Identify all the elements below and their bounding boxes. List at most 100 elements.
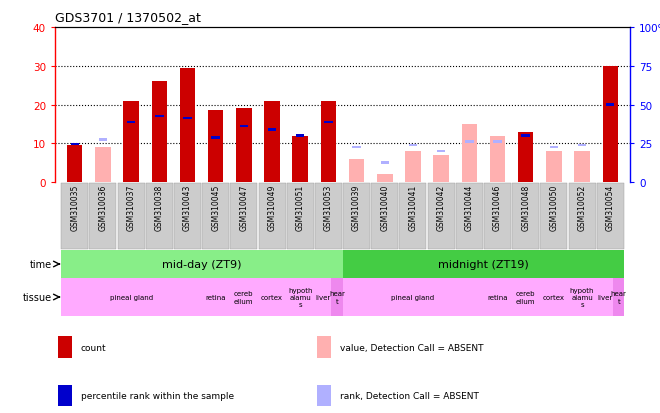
Bar (230, 278, 258, 316)
Bar (405, 152, 420, 183)
Text: rank, Detection Call = ABSENT: rank, Detection Call = ABSENT (340, 391, 478, 400)
Bar (546, 152, 562, 183)
Text: mid-day (ZT9): mid-day (ZT9) (162, 259, 242, 269)
Bar (95, 148, 111, 183)
Bar (613, 278, 624, 316)
FancyBboxPatch shape (230, 183, 257, 250)
Bar (180, 69, 195, 183)
Text: GSM310035: GSM310035 (70, 185, 79, 231)
Bar (331, 278, 343, 316)
Text: GSM310043: GSM310043 (183, 185, 192, 231)
Text: GSM310048: GSM310048 (521, 185, 530, 231)
Bar (512, 278, 540, 316)
FancyBboxPatch shape (568, 183, 595, 250)
FancyBboxPatch shape (541, 183, 568, 250)
Bar (183, 118, 191, 120)
Bar (483, 278, 512, 316)
FancyBboxPatch shape (89, 183, 116, 250)
Text: percentile rank within the sample: percentile rank within the sample (81, 391, 234, 400)
FancyBboxPatch shape (456, 183, 483, 250)
Bar (578, 145, 586, 147)
Bar (518, 132, 533, 183)
Bar (317, 337, 331, 358)
Text: GSM310051: GSM310051 (296, 185, 305, 231)
Text: GSM310045: GSM310045 (211, 185, 220, 231)
Bar (540, 278, 568, 316)
FancyBboxPatch shape (428, 183, 455, 250)
Bar (381, 162, 389, 164)
Bar (71, 143, 79, 146)
Text: GSM310053: GSM310053 (324, 185, 333, 231)
Bar (292, 136, 308, 183)
Bar (127, 121, 135, 124)
Text: GSM310037: GSM310037 (127, 185, 135, 231)
FancyBboxPatch shape (315, 183, 342, 250)
Text: tissue: tissue (22, 292, 51, 302)
Text: hypoth
alamu
s: hypoth alamu s (570, 287, 595, 307)
Text: GDS3701 / 1370502_at: GDS3701 / 1370502_at (55, 11, 201, 24)
Bar (434, 156, 449, 183)
Bar (343, 250, 624, 278)
FancyBboxPatch shape (117, 183, 145, 250)
Bar (343, 278, 483, 316)
Bar (521, 135, 530, 138)
Bar (240, 125, 248, 128)
Text: GSM310044: GSM310044 (465, 185, 474, 231)
FancyBboxPatch shape (597, 183, 624, 250)
Text: GSM310054: GSM310054 (606, 185, 614, 231)
Bar (321, 101, 336, 183)
FancyBboxPatch shape (174, 183, 201, 250)
Text: GSM310039: GSM310039 (352, 185, 361, 231)
Text: value, Detection Call = ABSENT: value, Detection Call = ABSENT (340, 343, 483, 352)
Text: GSM310036: GSM310036 (98, 185, 108, 231)
Bar (155, 116, 164, 118)
Bar (296, 135, 304, 138)
Bar (377, 175, 393, 183)
Text: GSM310049: GSM310049 (267, 185, 277, 231)
Text: pineal gland: pineal gland (110, 294, 152, 300)
Bar (58, 385, 72, 406)
Bar (317, 385, 331, 406)
Text: retina: retina (487, 294, 508, 300)
Bar (568, 278, 596, 316)
Bar (123, 101, 139, 183)
Bar (201, 278, 230, 316)
Bar (208, 111, 224, 183)
FancyBboxPatch shape (286, 183, 314, 250)
Text: time: time (30, 259, 51, 269)
Text: GSM310052: GSM310052 (578, 185, 587, 231)
Bar (286, 278, 314, 316)
Bar (258, 278, 286, 316)
FancyBboxPatch shape (61, 183, 88, 250)
Bar (550, 147, 558, 149)
Bar (314, 278, 331, 316)
Bar (352, 147, 361, 149)
Bar (603, 66, 618, 183)
Text: GSM310050: GSM310050 (549, 185, 558, 231)
Bar (490, 136, 506, 183)
Text: GSM310042: GSM310042 (437, 185, 446, 231)
Text: hear
t: hear t (329, 291, 345, 304)
Bar (61, 250, 343, 278)
Bar (461, 125, 477, 183)
Text: midnight (ZT19): midnight (ZT19) (438, 259, 529, 269)
Text: cereb
ellum: cereb ellum (234, 291, 253, 304)
Text: liver: liver (597, 294, 612, 300)
Text: cortex: cortex (543, 294, 565, 300)
FancyBboxPatch shape (146, 183, 173, 250)
Bar (99, 139, 107, 141)
FancyBboxPatch shape (202, 183, 229, 250)
Bar (264, 101, 280, 183)
FancyBboxPatch shape (343, 183, 370, 250)
Bar (574, 152, 590, 183)
Bar (268, 129, 277, 132)
Bar (152, 82, 167, 183)
Text: hear
t: hear t (610, 291, 626, 304)
Text: count: count (81, 343, 106, 352)
Text: pineal gland: pineal gland (391, 294, 434, 300)
Text: cortex: cortex (261, 294, 283, 300)
FancyBboxPatch shape (399, 183, 426, 250)
Bar (493, 141, 502, 143)
FancyBboxPatch shape (372, 183, 398, 250)
Text: GSM310046: GSM310046 (493, 185, 502, 231)
